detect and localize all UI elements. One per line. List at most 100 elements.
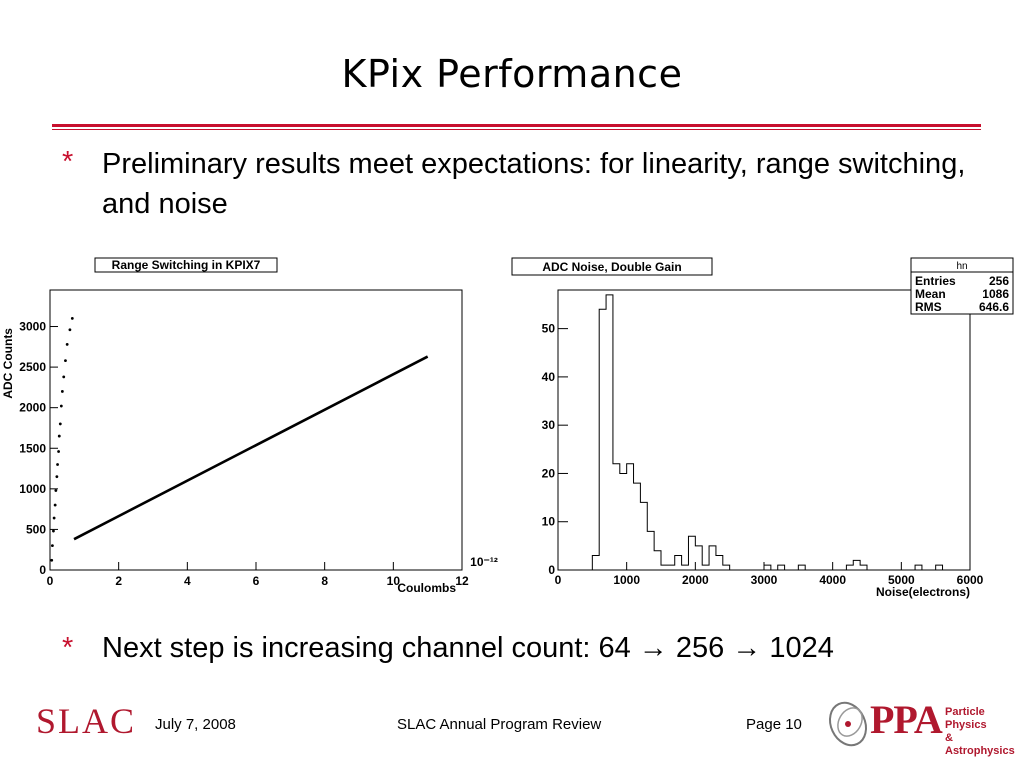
- chart2-bar: [634, 483, 641, 570]
- chart2-stats-label: Mean: [915, 287, 946, 301]
- chart2-bar: [640, 502, 647, 570]
- chart2-bar: [688, 536, 695, 570]
- chart2-bar: [613, 464, 620, 570]
- chart1-point: [65, 342, 69, 346]
- chart1-y-tick-label: 3000: [19, 320, 46, 334]
- chart1-x-tick-label: 2: [115, 574, 122, 588]
- chart2-bar: [661, 565, 668, 570]
- chart2-bar: [695, 546, 702, 570]
- chart2-histogram: [591, 294, 944, 571]
- chart2-bar: [709, 546, 716, 570]
- bullet-text-1: Preliminary results meet expectations: f…: [102, 148, 966, 220]
- chart2-stats-label: RMS: [915, 300, 942, 314]
- footer-date: July 7, 2008: [155, 716, 236, 733]
- chart2-y-tick-label: 30: [542, 418, 556, 432]
- chart2-bar: [654, 551, 661, 570]
- chart2-stats-value: 646.6: [979, 300, 1009, 314]
- chart2-y-tick-label: 0: [548, 563, 555, 577]
- chart1-point: [58, 422, 62, 426]
- chart1-title-box: [94, 257, 278, 273]
- chart1-point: [54, 489, 58, 492]
- chart1-point: [51, 544, 54, 548]
- chart2-bar: [723, 565, 730, 570]
- chart1-point: [62, 375, 66, 379]
- chart1-y-tick-label: 500: [26, 522, 46, 536]
- chart2-title: ADC Noise, Double Gain: [542, 260, 681, 274]
- chart2-bar: [764, 565, 771, 570]
- chart2-x-tick-label: 3000: [751, 573, 778, 587]
- chart2-bar: [599, 309, 606, 570]
- chart1-x-multiplier: 10⁻¹²: [470, 555, 498, 569]
- ppa-logo: PPA Particle Physics & Astrophysics: [824, 686, 1015, 757]
- chart1-point: [70, 317, 74, 320]
- chart1-title: Range Switching in KPIX7: [112, 258, 261, 272]
- chart2-bar: [846, 565, 853, 570]
- chart2-bar: [675, 556, 682, 570]
- range-switching-chart: 0 2 4 6 8 10 12 0 500 1000 1500 2000 2500 3000 Range S…: [0, 252, 500, 608]
- chart1-point: [52, 516, 56, 520]
- chart1-x-tick-label: 6: [253, 574, 260, 588]
- ppa-logo-sub2: & Astrophysics: [945, 732, 1015, 757]
- chart2-bar: [620, 473, 627, 570]
- chart2-y-tick-label: 10: [542, 515, 556, 529]
- chart1-point: [64, 359, 67, 363]
- title-rule-bottom: [52, 129, 981, 130]
- bullet-marker-2: *: [62, 632, 74, 664]
- chart1-y-tick-label: 0: [39, 563, 46, 577]
- chart2-bar: [592, 556, 599, 570]
- bullet-text-2: Next step is increasing channel count: 6…: [102, 632, 834, 664]
- chart2-frame: [557, 289, 971, 571]
- chart1-point: [56, 463, 59, 466]
- chart2-stats-label: Entries: [915, 274, 956, 288]
- chart2-bar: [606, 295, 613, 570]
- chart2-bar: [647, 531, 654, 570]
- ppa-logo-subtitle: Particle Physics & Astrophysics: [945, 706, 1015, 758]
- slac-logo: SLAC: [36, 701, 137, 741]
- chart1-point: [57, 450, 60, 453]
- chart1-frame: [49, 289, 463, 571]
- chart2-bar: [853, 560, 860, 570]
- ppa-logo-text: PPA: [870, 697, 943, 742]
- footer-page: Page 10: [746, 716, 802, 733]
- bullet-marker-1: *: [62, 146, 74, 178]
- chart2-bar: [798, 565, 805, 570]
- chart1-x-tick-label: 4: [184, 574, 191, 588]
- chart1-xlabel: Coulombs: [397, 581, 456, 595]
- chart1-point: [52, 529, 55, 533]
- ppa-orbit-icon: [829, 701, 867, 747]
- chart2-y-tick-label: 20: [542, 466, 556, 480]
- chart2-stats-value: 256: [989, 274, 1009, 288]
- chart1-ylabel: ADC Counts: [1, 328, 15, 399]
- slide-title: KPix Performance: [341, 52, 683, 96]
- chart2-bar: [682, 565, 689, 570]
- chart2-bar: [702, 565, 709, 570]
- chart2-bar: [915, 565, 922, 570]
- chart1-linear-series: [73, 355, 429, 541]
- chart2-x-tick-label: 1000: [613, 573, 640, 587]
- chart2-x-tick-label: 4000: [819, 573, 846, 587]
- chart1-point: [57, 434, 61, 438]
- chart1-y-tick-label: 1500: [19, 441, 46, 455]
- chart2-xlabel: Noise(electrons): [876, 585, 970, 599]
- chart2-bar: [668, 565, 675, 570]
- chart2-x-tick-label: 2000: [682, 573, 709, 587]
- adc-noise-chart: 0 1000 2000 3000 4000 5000 6000 0 10 20 30 40 50 ADC …: [508, 252, 1018, 608]
- chart2-stats-title: hn: [956, 261, 967, 272]
- title-rule-top: [52, 124, 981, 127]
- footer-event: SLAC Annual Program Review: [397, 716, 602, 733]
- chart2-x-tick-label: 5000: [888, 573, 915, 587]
- chart1-x-tick-label: 12: [455, 574, 469, 588]
- chart1-point: [50, 558, 54, 562]
- chart2-bar: [936, 565, 943, 570]
- chart2-bar: [860, 565, 867, 570]
- chart2-x-tick-label: 0: [555, 573, 562, 587]
- chart2-stats-value: 1086: [982, 287, 1009, 301]
- chart2-bar: [778, 565, 785, 570]
- chart1-y-tick-label: 2000: [19, 401, 46, 415]
- chart1-x-tick-label: 0: [47, 574, 54, 588]
- chart1-y-tick-label: 1000: [19, 482, 46, 496]
- chart1-x-tick-label: 8: [321, 574, 328, 588]
- chart1-x-tick-label: 10: [387, 574, 401, 588]
- chart2-title-box: [511, 257, 713, 276]
- chart2-bar: [627, 464, 634, 570]
